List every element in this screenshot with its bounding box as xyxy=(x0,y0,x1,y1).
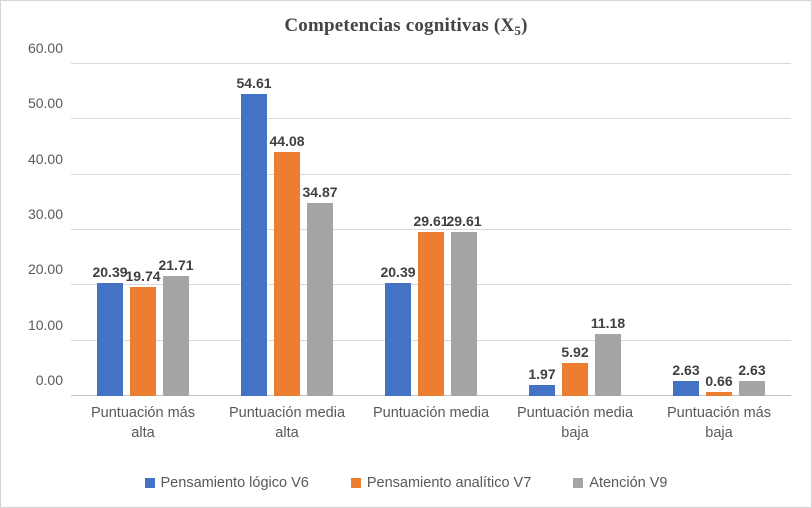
bar: 21.71 xyxy=(158,257,194,396)
legend-item: Atención V9 xyxy=(573,475,667,491)
y-axis-tick-label: 20.00 xyxy=(27,261,63,278)
bar: 1.97 xyxy=(528,366,556,396)
bar: 20.39 xyxy=(92,264,128,396)
x-axis-category-label: Puntuación más alta xyxy=(91,405,195,441)
bar-data-label: 21.71 xyxy=(158,256,194,273)
bar: 19.74 xyxy=(125,268,161,396)
bar: 29.61 xyxy=(413,213,449,396)
gridline-y-50 xyxy=(71,118,791,120)
y-axis-tick-label: 0.00 xyxy=(35,372,63,388)
bar-data-label: 19.74 xyxy=(125,267,161,284)
bar-data-label: 20.39 xyxy=(92,264,128,281)
legend-label: Pensamiento lógico V6 xyxy=(160,475,309,491)
bar-group-2: 54.61 44.08 34.87 xyxy=(215,64,359,396)
legend-label: Atención V9 xyxy=(589,475,668,491)
bar-group-1: 20.39 19.74 21.71 xyxy=(71,64,215,396)
chart-title-main: Competencias cognitivas (X xyxy=(284,15,515,36)
bar-data-label: 20.39 xyxy=(380,264,416,281)
x-axis-category-label: Puntuación media alta xyxy=(228,405,346,441)
plot-area: 0.00 10.00 20.00 30.00 40.00 50.00 60.00 20.39… xyxy=(28,40,791,396)
y-axis-tick-label: 10.00 xyxy=(27,316,63,333)
gridline-y-30 xyxy=(71,229,791,230)
legend-label: Pensamiento analítico V7 xyxy=(366,475,532,491)
bar: 44.08 xyxy=(269,133,305,396)
bar-data-label: 1.97 xyxy=(528,366,556,383)
bar: 54.61 xyxy=(236,75,272,396)
bar-data-label: 54.61 xyxy=(236,74,272,91)
bar: 0.66 xyxy=(705,373,733,396)
legend-item: Pensamiento analítico V7 xyxy=(350,475,532,491)
y-axis-tick-label: 40.00 xyxy=(27,150,63,167)
bar-data-label: 29.61 xyxy=(446,213,482,230)
chart-title-subscript: 5 xyxy=(514,23,522,38)
bar-data-label: 5.92 xyxy=(561,344,589,361)
gridline-y-60 xyxy=(71,63,791,64)
x-axis-category-labels: Puntuación más alta Puntuación media alta… xyxy=(71,403,791,443)
bar-data-label: 2.63 xyxy=(672,362,700,379)
chart-title-suffix: ) xyxy=(521,15,528,36)
legend-swatch-icon xyxy=(350,478,361,488)
bar: 5.92 xyxy=(561,344,589,396)
bar-data-label: 34.87 xyxy=(302,184,338,201)
legend-swatch-icon xyxy=(573,478,584,488)
bar-data-label: 0.66 xyxy=(705,373,733,390)
x-axis-category-label: Puntuación media xyxy=(372,405,490,421)
legend: Pensamiento lógico V6 Pensamiento analíti… xyxy=(1,475,811,491)
bar: 34.87 xyxy=(302,184,338,396)
chart-title: Competencias cognitivas (X5) xyxy=(1,15,811,38)
bar-data-label: 2.63 xyxy=(738,362,766,379)
bar: 2.63 xyxy=(738,362,766,396)
y-axis-tick-label: 50.00 xyxy=(27,95,63,112)
legend-swatch-icon xyxy=(144,478,155,488)
y-axis-tick-label: 60.00 xyxy=(27,40,63,56)
bar: 11.18 xyxy=(591,315,625,396)
bar-data-label: 44.08 xyxy=(269,133,305,150)
y-axis-tick-label: 30.00 xyxy=(27,206,63,222)
bar: 20.39 xyxy=(380,264,416,396)
x-axis-category-label: Puntuación media baja xyxy=(516,405,634,441)
x-axis-category-label: Puntuación más baja xyxy=(667,405,771,441)
gridline-y-40 xyxy=(71,173,791,175)
bar: 2.63 xyxy=(672,362,700,396)
bars-layer: 20.39 19.74 21.71 54.61 44.08 34.87 20.39 29.61… xyxy=(71,64,791,396)
bar-group-4: 1.97 5.92 11.18 xyxy=(503,64,647,396)
bar-group-5: 2.63 0.66 2.63 xyxy=(647,64,791,396)
bar: 29.61 xyxy=(446,213,482,396)
bar-data-label: 11.18 xyxy=(590,315,626,332)
bar-data-label: 29.61 xyxy=(413,213,449,230)
bar-group-3: 20.39 29.61 29.61 xyxy=(359,64,503,396)
legend-item: Pensamiento lógico V6 xyxy=(144,475,309,491)
